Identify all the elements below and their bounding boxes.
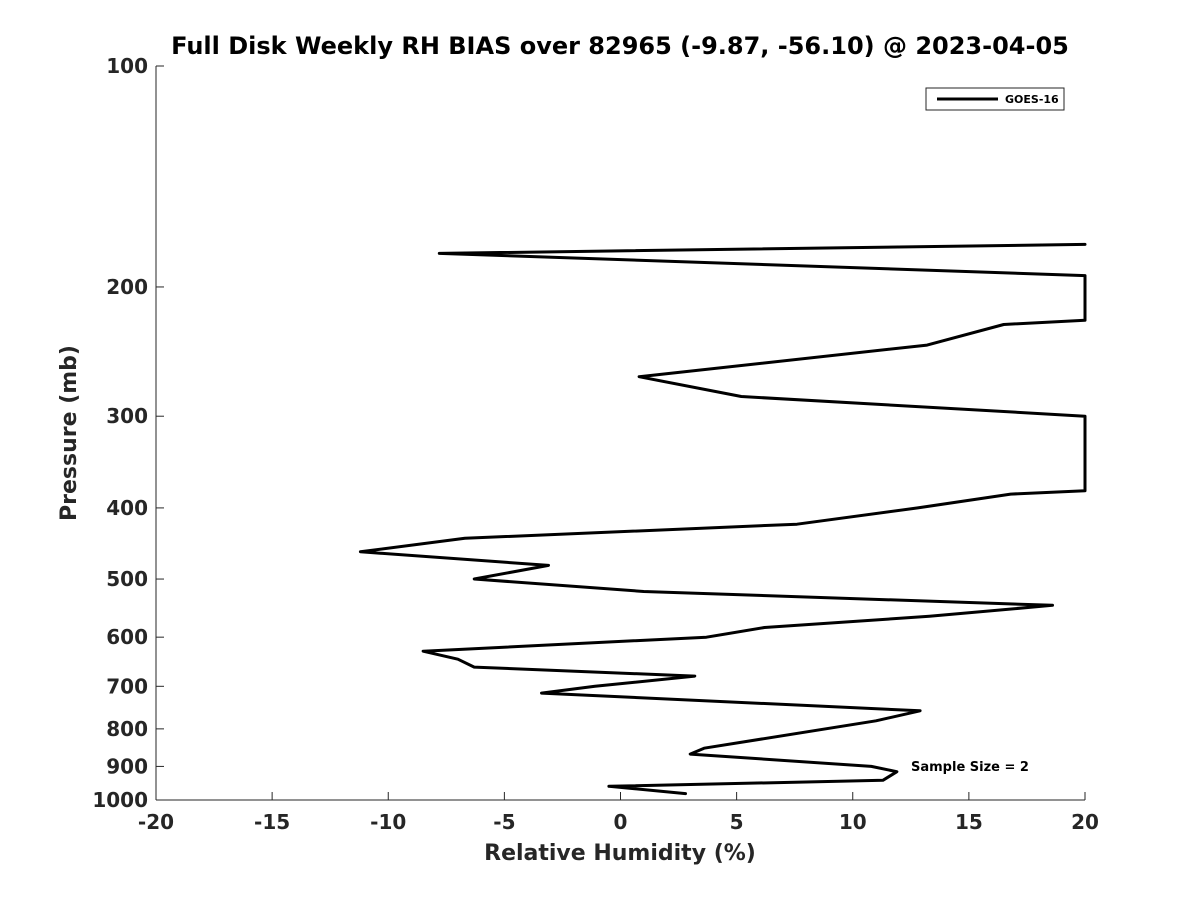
x-tick-label: -15 xyxy=(254,810,290,834)
chart-title: Full Disk Weekly RH BIAS over 82965 (-9.… xyxy=(171,32,1069,60)
y-ticks: 100 200 300 400 500 600 700 800 900 1000 xyxy=(92,54,164,812)
series-layer xyxy=(358,242,1087,796)
plot-area xyxy=(155,66,1085,801)
y-tick-label: 200 xyxy=(106,275,148,299)
legend-label: GOES-16 xyxy=(1005,93,1059,106)
y-tick-label: 1000 xyxy=(92,788,148,812)
y-tick-label: 400 xyxy=(106,496,148,520)
y-axis-label: Pressure (mb) xyxy=(57,345,82,521)
y-tick-label: 300 xyxy=(106,404,148,428)
x-tick-label: -10 xyxy=(370,810,406,834)
x-tick-label: 5 xyxy=(730,810,744,834)
y-tick-label: 900 xyxy=(106,754,148,778)
series-line-goes-16 xyxy=(358,242,1087,796)
y-tick-label: 800 xyxy=(106,717,148,741)
y-tick-label: 500 xyxy=(106,567,148,591)
x-axis-label: Relative Humidity (%) xyxy=(484,841,756,866)
y-tick-label: 100 xyxy=(106,54,148,78)
x-tick-label: 20 xyxy=(1071,810,1099,834)
x-tick-label: 0 xyxy=(614,810,628,834)
x-tick-label: 10 xyxy=(839,810,867,834)
y-tick-label: 700 xyxy=(106,674,148,698)
x-tick-label: -5 xyxy=(493,810,515,834)
sample-size-annotation: Sample Size = 2 xyxy=(911,760,1029,775)
x-ticks: -20 -15 -10 -5 0 5 10 15 20 xyxy=(138,792,1099,834)
x-tick-label: 15 xyxy=(955,810,983,834)
x-tick-label: -20 xyxy=(138,810,174,834)
legend: GOES-16 xyxy=(925,87,1065,111)
y-tick-label: 600 xyxy=(106,625,148,649)
